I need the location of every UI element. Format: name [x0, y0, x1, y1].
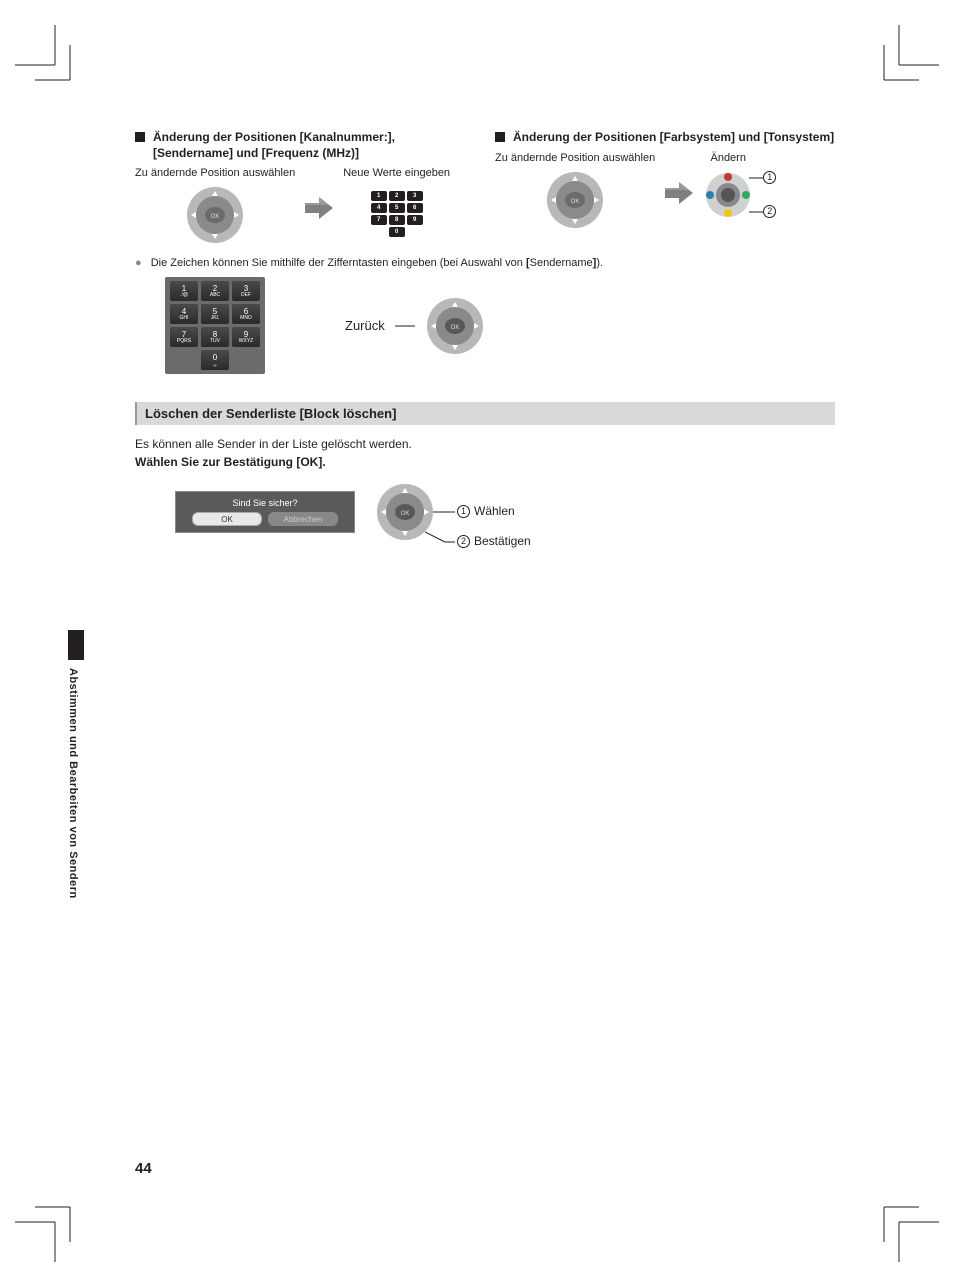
dpad-icon: OK	[425, 296, 485, 356]
zurueck-label: Zurück	[345, 318, 385, 333]
step-label-change: Ändern	[710, 152, 745, 166]
side-tab-marker	[68, 630, 84, 660]
circled-1-icon: 1	[763, 171, 776, 184]
crop-mark-tl	[15, 25, 75, 85]
body-text-2: Wählen Sie zur Bestätigung [OK].	[135, 455, 835, 469]
body-text-1: Es können alle Sender in der Liste gelös…	[135, 437, 835, 451]
dialog-title: Sind Sie sicher?	[232, 498, 297, 508]
heading-left-text: Änderung der Positionen [Kanalnummer:], …	[153, 130, 475, 161]
circled-2-icon: 2	[457, 535, 470, 548]
dpad-icon: OK	[185, 185, 245, 245]
confirm-dialog: Sind Sie sicher? OK Abbrechen	[175, 491, 355, 533]
keypad-large-icon: 1.!@2ABC3DEF 4GHI5JKL6MNO 7PQRS8TUV9WXYZ…	[165, 277, 265, 374]
svg-text:OK: OK	[450, 325, 459, 331]
square-bullet-icon	[135, 132, 145, 142]
svg-text:OK: OK	[211, 214, 220, 220]
step-label-select2: Zu ändernde Position auswählen	[495, 152, 655, 166]
heading-right-text: Änderung der Positionen [Farbsystem] und…	[513, 130, 834, 146]
arrow-right-icon	[665, 182, 693, 204]
step-label-enter: Neue Werte eingeben	[343, 167, 450, 181]
heading-right: Änderung der Positionen [Farbsystem] und…	[495, 130, 835, 146]
color-knob-icon: 1 2	[703, 170, 753, 220]
square-bullet-icon	[495, 132, 505, 142]
arrow-right-icon	[305, 197, 333, 219]
side-tab-label: Abstimmen und Bearbeiten von Sendern	[67, 668, 79, 899]
section-title: Löschen der Senderliste [Block löschen]	[135, 402, 835, 425]
circled-2-icon: 2	[763, 205, 776, 218]
crop-mark-tr	[879, 25, 939, 85]
circled-1-icon: 1	[457, 505, 470, 518]
dialog-ok-button[interactable]: OK	[192, 512, 262, 526]
dpad-icon: OK	[545, 170, 605, 230]
bullet-dot-icon: ●	[135, 257, 142, 269]
step-label-select1: Zu ändernde Position auswählen	[135, 167, 295, 181]
heading-left: Änderung der Positionen [Kanalnummer:], …	[135, 130, 475, 161]
svg-text:OK: OK	[571, 199, 580, 205]
numpad-small-icon: 123 456 789 0	[371, 191, 423, 237]
connector-line-icon	[395, 325, 415, 327]
crop-mark-bl	[15, 1202, 75, 1262]
note-line: ● Die Zeichen können Sie mithilfe der Zi…	[135, 257, 835, 269]
page-number: 44	[135, 1160, 152, 1177]
note-prefix: Die Zeichen können Sie mithilfe der Ziff…	[151, 257, 526, 269]
side-tab: Abstimmen und Bearbeiten von Sendern	[68, 630, 102, 980]
note-suffix: ).	[596, 257, 603, 269]
dialog-cancel-button[interactable]: Abbrechen	[268, 512, 338, 526]
svg-text:OK: OK	[401, 511, 410, 517]
crop-mark-br	[879, 1202, 939, 1262]
annot-select: 1 Wählen	[457, 504, 515, 518]
dpad-annotated: OK 1 Wählen 2 Bestätigen	[375, 477, 575, 547]
annot-confirm: 2 Bestätigen	[457, 534, 531, 548]
